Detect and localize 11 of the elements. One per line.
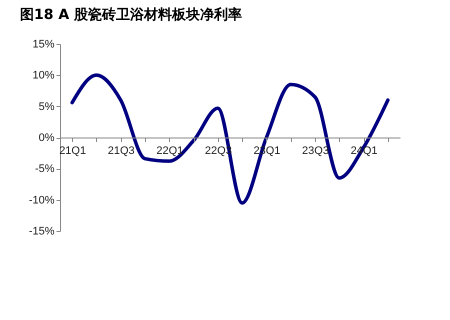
y-tick-label: -10% xyxy=(28,194,55,206)
y-tick-label: 10% xyxy=(32,70,55,82)
x-tick-label: 21Q1 xyxy=(59,145,86,157)
x-tick-label: 22Q1 xyxy=(156,145,184,157)
y-tick-label: -15% xyxy=(28,226,55,238)
chart-title: 图18 A 股瓷砖卫浴材料板块净利率 xyxy=(20,6,242,23)
x-tick-label: 21Q3 xyxy=(108,145,135,157)
y-tick-label: 0% xyxy=(38,132,55,144)
y-tick-label: -5% xyxy=(34,163,55,176)
y-tick-label: 15% xyxy=(32,38,55,50)
y-tick-label: 5% xyxy=(38,100,55,113)
